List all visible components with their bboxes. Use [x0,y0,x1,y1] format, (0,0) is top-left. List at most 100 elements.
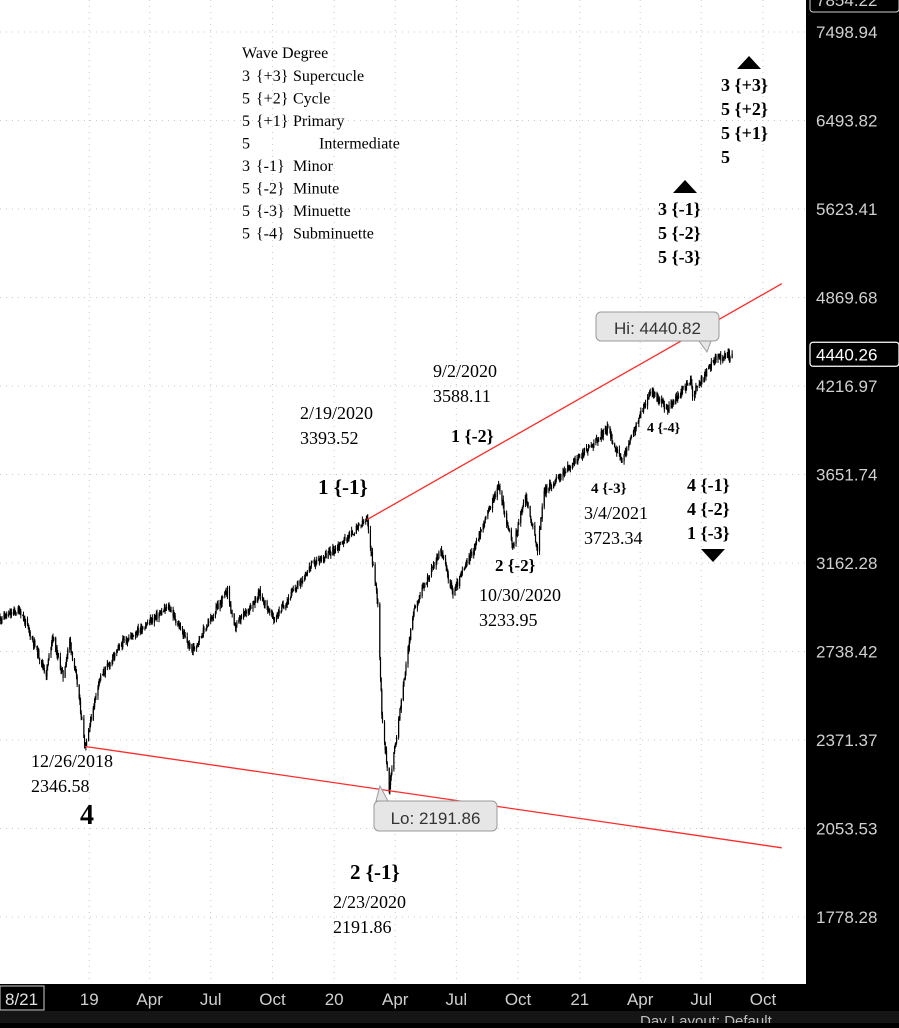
candle-body [272,613,274,619]
wave-projections: 3 {+3} 5 {+2} 5 {+1} 5 3 {-1} 5 {-2} 5 {-3} 4 {… [658,56,768,562]
candle-body [13,609,15,612]
candle-body [591,445,594,447]
candle-body [210,616,212,622]
candle-body [310,561,312,566]
candle-body [285,604,288,605]
candle-body [74,668,76,670]
candle-body [375,585,378,590]
candle-body [610,432,612,438]
legend-row-name: Subminuette [293,226,374,243]
candle-body [543,491,545,507]
candle-body [663,400,665,405]
candle-body [253,601,255,603]
legend-row-code: {-2} [256,181,285,198]
candle-body [583,448,586,454]
candle-body [17,607,19,614]
y-tick-label: 2738.42 [816,643,877,662]
candle-body [440,549,442,553]
candle-body [193,646,195,650]
candle-body [38,658,41,661]
annotation-wave-label: 1 {-1} [318,475,368,499]
candle-body [346,538,348,541]
candle-body [245,610,247,613]
candle-body [567,465,569,469]
candle-body [398,719,400,738]
x-tick-label: Oct [750,990,777,1009]
candle-body [355,525,357,534]
candle-body [320,557,323,561]
candle-body [280,610,282,614]
candle-body [375,581,377,586]
candle-body [385,750,388,763]
candle-body [299,581,301,585]
x-tick-label: 20 [325,990,344,1009]
candle-body [419,595,421,597]
candle-body [127,640,129,642]
annotation-wave-label: 4 [80,800,94,831]
candle-body [220,600,223,605]
candle-body [263,600,265,604]
candle-body [249,609,251,612]
candle-body [503,504,505,513]
candle-body [221,596,223,605]
candle-body [84,744,86,747]
candle-body [653,393,655,397]
annotation-date: 3/4/2021 [584,503,648,523]
annotation-date: 2/23/2020 [333,892,406,912]
candle-body [455,583,457,588]
candle-body [328,551,330,554]
candle-body [426,582,428,584]
candle-body [0,617,2,622]
candle-body [239,618,241,621]
candle-body [701,377,703,382]
candle-body [50,647,52,656]
candle-body [22,615,25,620]
x-tick-label: Jul [690,990,712,1009]
candle-body [673,400,675,405]
candle-body [216,603,219,607]
candle-body [666,405,668,407]
candle-body [198,641,200,644]
candle-body [540,517,542,530]
candle-body [41,661,43,665]
candle-body [475,545,477,547]
candle-body [186,636,188,643]
candle-body [704,374,706,379]
candle-body [344,537,346,539]
candle-body [358,524,360,526]
candle-body [145,626,147,629]
candle-body [512,545,514,548]
legend-row-count: 5 [242,136,250,153]
candle-body [404,672,406,679]
candle-body [423,586,425,588]
candle-body [332,547,335,551]
candle-body [42,661,44,667]
annotation-wave-label: 4 {-3} [591,481,627,497]
candle-body [440,549,443,556]
candle-body [225,590,227,596]
candle-body [357,524,359,529]
candle-body [563,469,565,472]
candle-body [418,595,421,600]
candle-body [654,392,656,394]
candle-body [220,600,222,603]
candle-body [442,553,444,556]
candle-body [588,445,590,447]
candle-body [704,372,706,375]
candle-body [212,617,214,619]
candle-body [324,556,326,558]
candle-body [353,534,355,536]
candle-body [376,589,378,600]
candle-body [708,365,710,368]
candle-body [243,611,245,615]
low-callout-text: Lo: 2191.86 [391,809,481,828]
candle-body [191,650,194,652]
candle-body [351,530,353,536]
candle-body [203,628,205,631]
candle-body [371,552,373,553]
candle-body [612,442,614,445]
candle-body [314,563,317,566]
candle-body [386,762,388,768]
x-tick-label: Jul [445,990,467,1009]
candle-body [12,611,15,615]
